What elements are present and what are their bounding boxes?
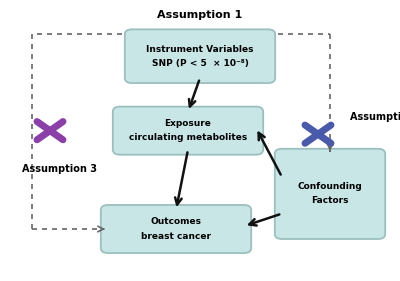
Text: Assumption 1: Assumption 1 <box>157 10 243 20</box>
Text: Factors: Factors <box>311 196 349 205</box>
Text: Confounding: Confounding <box>298 182 362 191</box>
Text: breast cancer: breast cancer <box>141 232 211 241</box>
Text: circulating metabolites: circulating metabolites <box>129 133 247 142</box>
Text: Instrument Variables: Instrument Variables <box>146 45 254 54</box>
Text: SNP (P < 5  × 10⁻⁸): SNP (P < 5 × 10⁻⁸) <box>152 59 248 68</box>
Text: Outcomes: Outcomes <box>150 217 202 226</box>
FancyBboxPatch shape <box>275 149 385 239</box>
Text: Assumption 2: Assumption 2 <box>350 112 400 122</box>
FancyBboxPatch shape <box>113 107 263 155</box>
Text: Exposure: Exposure <box>164 119 212 128</box>
Text: Assumption 3: Assumption 3 <box>22 164 97 175</box>
FancyBboxPatch shape <box>125 30 275 83</box>
FancyBboxPatch shape <box>101 205 251 253</box>
